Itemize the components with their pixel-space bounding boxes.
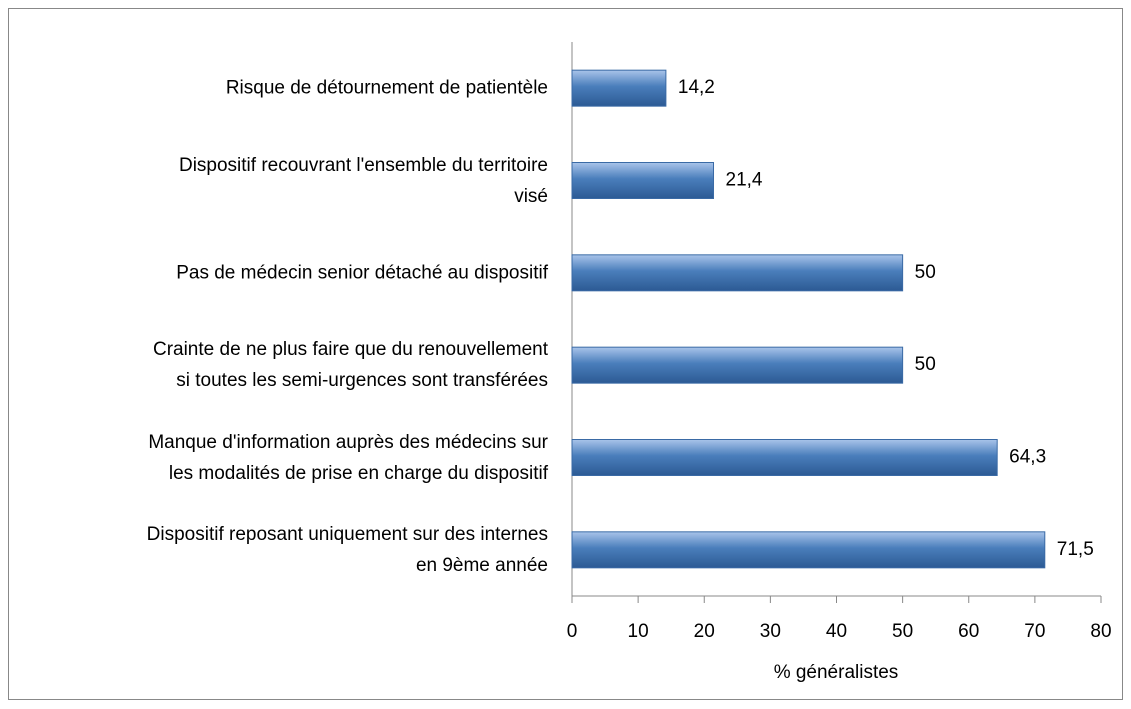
y-tick-label: Pas de médecin senior détaché au disposi… — [176, 262, 548, 284]
x-tick-label: 20 — [694, 621, 715, 642]
x-tick-label: 80 — [1090, 621, 1111, 642]
y-tick-label: Crainte de ne plus faire que du renouvel… — [152, 339, 548, 392]
bar — [571, 439, 998, 476]
bar — [571, 254, 904, 292]
x-tick-label: 70 — [1024, 621, 1045, 642]
x-tick-label: 10 — [628, 621, 649, 642]
data-label: 50 — [915, 262, 936, 283]
data-label: 14,2 — [678, 77, 715, 98]
data-label: 50 — [915, 354, 936, 375]
bar — [571, 531, 1046, 569]
bar — [571, 69, 667, 107]
data-label: 21,4 — [726, 170, 763, 191]
x-tick-label: 40 — [826, 621, 847, 642]
bar — [571, 162, 715, 199]
x-axis-title: % généralistes — [774, 662, 899, 683]
x-tick-label: 50 — [892, 621, 913, 642]
x-tick-label: 0 — [567, 621, 578, 642]
data-label: 64,3 — [1009, 447, 1046, 468]
data-label: 71,5 — [1057, 539, 1094, 560]
y-tick-label: Manque d'information auprès des médecins… — [148, 431, 548, 484]
bar — [571, 346, 904, 384]
chart-frame — [8, 8, 1123, 700]
y-tick-label: Dispositif reposant uniquement sur des i… — [146, 523, 548, 576]
y-tick-label: Dispositif recouvrant l'ensemble du terr… — [178, 154, 548, 207]
y-tick-label: Risque de détournement de patientèle — [225, 77, 548, 99]
x-tick-label: 30 — [760, 621, 781, 642]
x-tick-label: 60 — [958, 621, 979, 642]
